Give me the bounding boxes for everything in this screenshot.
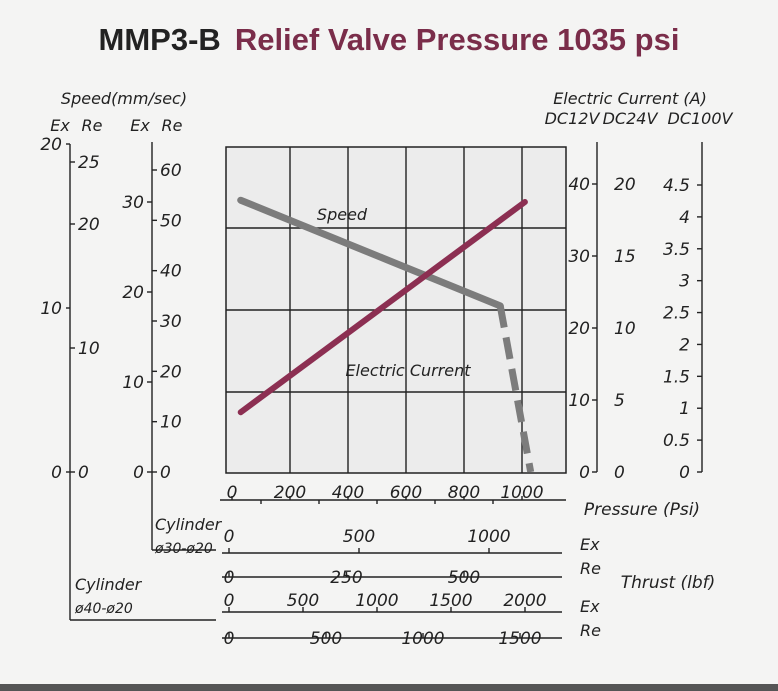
cylinder2-re-tick: 1000 [401,629,444,649]
cylinder2-re-tick: 1500 [498,629,541,649]
cylinder2-sub: ø40-ø20 [74,601,133,617]
dc100v-tick: 2 [679,335,690,355]
labels: Speed(mm/sec)Ex Re Ex Re0102001020250102030… [40,89,733,649]
cylinder2-re-tick: 500 [310,629,342,649]
speed-small-ex-tick: 10 [40,299,62,319]
dc24v-tick: 5 [614,391,625,411]
cylinder1-ex-tick: 0 [224,527,235,547]
cylinder1-re-tick: 500 [448,568,480,588]
dc24v-tick: 10 [614,319,636,339]
speed-small-re-tick: 10 [78,339,100,359]
pressure-axis-label: Pressure (Psi) [584,500,700,520]
speed-large-ex-tick: 10 [122,373,144,393]
speed-small-re-tick: 0 [78,463,89,483]
speed-small-re-tick: 20 [78,215,100,235]
speed-small-ex-tick: 0 [51,463,62,483]
axes [66,142,703,639]
speed-small-re-tick: 25 [78,153,100,173]
speed-large-re-tick: 60 [160,161,182,181]
dc12v-tick: 10 [568,391,590,411]
dc100v-tick: 0.5 [663,431,690,451]
dc100v-tick: 0 [679,463,690,483]
dc12v-tick: 30 [568,247,590,267]
speed-small-ex-header: Ex [50,116,70,135]
cylinder2-ex-tick: 2000 [503,591,546,611]
pressure-tick: 200 [274,483,306,503]
dc100v-tick: 2.5 [663,304,690,324]
dc24v-tick: 20 [614,175,636,195]
thrust-ex-label-2: Ex [580,597,600,616]
cylinder2-ex-tick: 1500 [429,591,472,611]
speed-large-re-tick: 0 [160,463,171,483]
dc100v-tick: 3 [679,272,690,292]
dc100v-tick: 4 [679,208,690,228]
thrust-re-label-2: Re [580,621,601,640]
cylinder1-ex-tick: 500 [343,527,375,547]
cylinder2-label: Cylinder [75,575,143,594]
thrust-axis-label: Thrust (lbf) [621,573,716,593]
speed-large-re-tick: 30 [160,312,182,332]
dc24v-tick: 0 [614,463,625,483]
dc12v-tick: 40 [568,175,590,195]
speed-small-ex-tick: 20 [40,135,62,155]
cylinder1-label: Cylinder [155,515,223,534]
dc100v-tick: 4.5 [663,176,690,196]
pressure-tick: 0 [227,483,238,503]
dc12v-header: DC12V [545,109,601,128]
cylinder2-ex-tick: 0 [224,591,235,611]
thrust-ex-label-1: Ex [580,535,600,554]
pressure-tick: 1000 [500,483,543,503]
dc24v-header: DC24V [603,109,659,128]
dc100v-tick: 1 [679,399,690,419]
pressure-tick: 600 [390,483,422,503]
electric-current-line [237,199,528,416]
model-name: MMP3-B [98,22,221,57]
speed-large-ex-header: Ex [130,116,150,135]
speed-large-ex-tick: 0 [133,463,144,483]
dc12v-tick: 20 [568,319,590,339]
speed-large-re-tick: 40 [160,262,182,282]
speed-large-re-tick: 20 [160,362,182,382]
pressure-tick: 800 [448,483,480,503]
dc100v-header: DC100V [668,109,734,128]
cylinder1-re-tick: 250 [330,568,362,588]
speed-large-re-header: Re [162,116,183,135]
dc24v-tick: 15 [614,247,636,267]
dc100v-tick: 1.5 [663,367,690,387]
grid [226,147,566,473]
cylinder2-re-tick: 0 [224,629,235,649]
speed-large-re-tick: 50 [160,211,182,231]
pressure-tick: 400 [332,483,364,503]
dc12v-tick: 0 [579,463,590,483]
footer-bar [0,684,778,691]
speed-large-ex-tick: 30 [122,193,144,213]
speed-line [237,196,504,310]
title-text: Relief Valve Pressure 1035 psi [234,22,680,57]
cylinder2-ex-tick: 500 [287,591,319,611]
cylinder1-ex-tick: 1000 [467,527,510,547]
cylinder1-re-tick: 0 [224,568,235,588]
current-axis-title: Electric Current (A) [553,89,707,108]
speed-axis-title: Speed(mm/sec) [61,89,187,108]
speed-large-ex-tick: 20 [122,283,144,303]
electric-current-series-label: Electric Current [345,361,471,380]
speed-small-re-header: Re [82,116,103,135]
series-layer [237,196,535,473]
dc100v-tick: 3.5 [663,240,690,260]
speed-series-label: Speed [317,205,368,224]
speed-line-dashed [496,305,535,473]
speed-large-re-tick: 10 [160,413,182,433]
cylinder2-ex-tick: 1000 [355,591,398,611]
thrust-re-label-1: Re [580,559,601,578]
cylinder1-sub: ø30-ø20 [154,541,213,557]
chart-title: MMP3-B Relief Valve Pressure 1035 psi [0,22,778,58]
